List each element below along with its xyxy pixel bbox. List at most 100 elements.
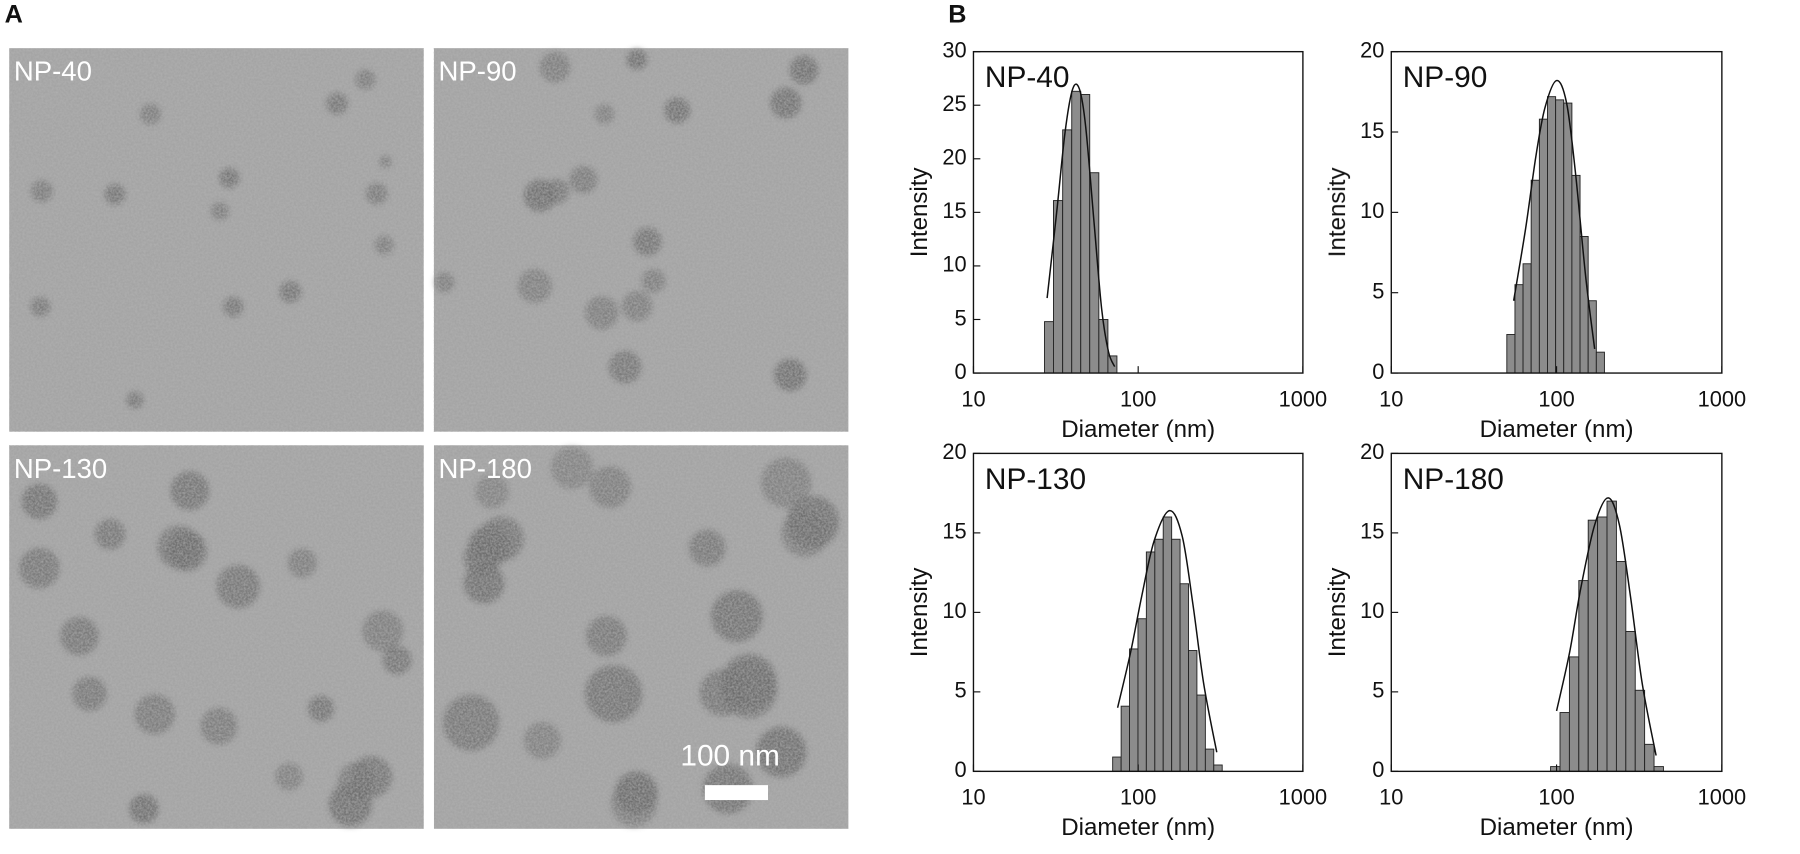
bar [1547, 96, 1557, 374]
y-tick-label: 10 [1360, 198, 1384, 223]
bar [1634, 689, 1646, 772]
bar [1213, 764, 1223, 772]
bar [1530, 179, 1540, 374]
y-axis-label: Intensity [906, 167, 933, 257]
y-tick-label: 15 [1360, 519, 1384, 544]
image-label: NP-180 [439, 453, 532, 484]
x-tick-label: 1000 [1279, 785, 1328, 810]
grain [9, 48, 424, 432]
y-tick-label: 15 [942, 198, 966, 223]
bar [1538, 118, 1548, 374]
micrograph: NP-40 [9, 48, 424, 432]
bar [1154, 538, 1164, 772]
x-tick-label: 1000 [1698, 785, 1747, 810]
y-tick-label: 30 [942, 37, 966, 62]
bar [1597, 516, 1608, 772]
bar [1171, 538, 1181, 772]
bar [1606, 500, 1617, 772]
micrograph: NP-180 [433, 445, 849, 829]
x-axis-label: Diameter (nm) [1480, 814, 1634, 841]
grain [9, 445, 424, 829]
bar [1145, 551, 1156, 772]
x-tick-label: 100 [1120, 386, 1156, 411]
y-tick-label: 0 [1372, 757, 1384, 782]
bar [1563, 102, 1573, 374]
y-tick-label: 25 [942, 91, 966, 116]
bar [1568, 656, 1580, 772]
y-axis-label: Intensity [1324, 167, 1351, 257]
y-tick-label: 5 [1372, 678, 1384, 703]
bar [1080, 94, 1091, 374]
bar [1071, 90, 1082, 374]
x-tick-label: 1000 [1698, 386, 1747, 411]
y-tick-label: 5 [954, 305, 966, 330]
bar [1112, 756, 1122, 772]
chart-title: NP-130 [985, 463, 1086, 496]
chart: 0 5 10 15 20 10 100 1000 Diameter (nm) Intensity N… [1324, 439, 1746, 841]
bar [1587, 519, 1599, 772]
y-tick-label: 10 [942, 252, 966, 277]
bar [1179, 583, 1189, 772]
bar [1129, 648, 1139, 772]
x-tick-label: 1000 [1279, 386, 1328, 411]
bar [1550, 766, 1561, 772]
y-tick-label: 20 [1360, 439, 1384, 464]
bar [1188, 650, 1198, 772]
bar [1062, 129, 1073, 374]
panel-label: B [948, 1, 966, 29]
chart-title: NP-90 [1403, 61, 1488, 94]
bar [1514, 284, 1524, 374]
bar [1162, 516, 1173, 772]
y-tick-label: 20 [942, 145, 966, 170]
y-axis-label: Intensity [1324, 568, 1351, 658]
image-label: NP-40 [14, 56, 92, 87]
bar [1595, 351, 1605, 374]
scale-bar-label: 100 nm [680, 739, 780, 772]
chart-title: NP-180 [1403, 463, 1504, 496]
y-tick-label: 10 [1360, 598, 1384, 623]
x-tick-label: 10 [1379, 386, 1403, 411]
micrographs: NP-40 NP-90 NP-130 NP-180 100 nm [9, 48, 849, 829]
y-tick-label: 20 [1360, 37, 1384, 62]
x-tick-label: 10 [961, 386, 985, 411]
bar [1204, 748, 1215, 772]
bar [1559, 712, 1570, 772]
fit-curve [1555, 497, 1657, 756]
chart-title: NP-40 [985, 61, 1070, 94]
bar [1196, 694, 1206, 772]
x-axis-label: Diameter (nm) [1480, 416, 1634, 443]
y-tick-label: 0 [1372, 359, 1384, 384]
x-axis-label: Diameter (nm) [1061, 814, 1215, 841]
micrograph: NP-130 [9, 445, 424, 829]
bar [1522, 263, 1532, 374]
bar [1644, 743, 1655, 772]
panel-label: A [5, 1, 23, 29]
bar [1625, 630, 1636, 772]
grain [433, 445, 849, 829]
micrograph: NP-90 [433, 48, 849, 432]
bar [1555, 99, 1565, 374]
grain [433, 48, 849, 432]
x-tick-label: 10 [1379, 785, 1403, 810]
x-tick-label: 10 [961, 785, 985, 810]
chart: 0 5 10 15 20 10 100 1000 Diameter (nm) Intensity N… [906, 439, 1327, 841]
x-tick-label: 100 [1538, 785, 1574, 810]
fit-curve [1046, 83, 1116, 367]
chart: 0 5 10 15 20 25 30 10 100 1000 Diameter (nm) Intens… [906, 37, 1327, 442]
bar [1120, 705, 1130, 772]
fit-curve [1512, 79, 1596, 350]
y-tick-label: 15 [942, 519, 966, 544]
plot-frame [972, 50, 1304, 374]
plot-frame [1390, 452, 1723, 773]
bar [1506, 334, 1516, 374]
y-tick-label: 0 [954, 359, 966, 384]
y-tick-label: 5 [1372, 278, 1384, 303]
bar [1615, 561, 1627, 772]
y-tick-label: 15 [1360, 118, 1384, 143]
chart: 0 5 10 15 20 10 100 1000 Diameter (nm) Intensity N… [1324, 37, 1746, 442]
image-label: NP-130 [14, 453, 107, 484]
y-tick-label: 20 [942, 439, 966, 464]
x-axis-label: Diameter (nm) [1061, 416, 1215, 443]
